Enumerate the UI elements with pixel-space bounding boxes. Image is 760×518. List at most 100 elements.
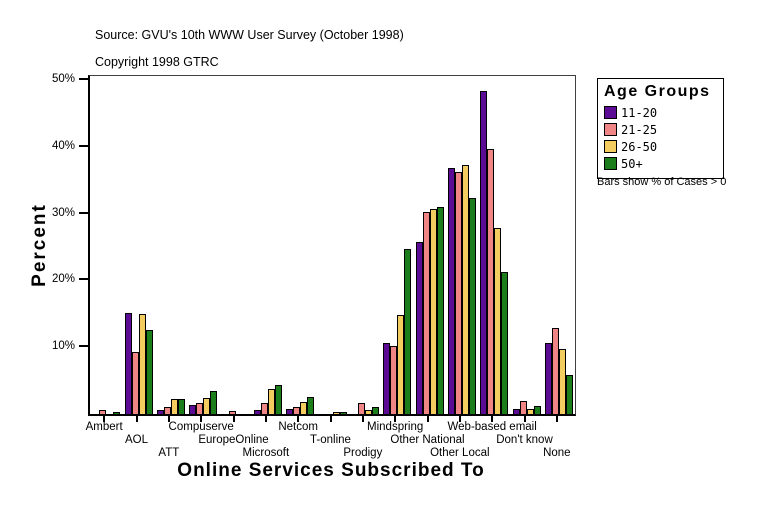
bar-web-based-email-21-25	[487, 149, 495, 414]
bar-other-national-50	[436, 207, 444, 414]
bar-don-t-know-21-25	[519, 401, 527, 414]
bar-mindspring-21-25	[390, 346, 398, 414]
bar-aol-11-20	[124, 313, 132, 414]
x-axis-label-mindspring: Mindspring	[367, 421, 424, 433]
legend-item-21-25: 21-25	[604, 121, 717, 138]
bar-t-online-50	[339, 412, 347, 414]
bar-prodigy-50	[371, 407, 379, 414]
bar-att-21-25	[163, 407, 171, 414]
bar-mindspring-11-20	[383, 343, 391, 414]
y-axis-title: Percent	[29, 203, 50, 287]
bar-compuserve-21-25	[196, 403, 204, 414]
x-axis-tick-netcom	[297, 415, 300, 422]
legend-item-26-50: 26-50	[604, 138, 717, 155]
x-axis-label-other-local: Other Local	[430, 447, 490, 459]
bar-ambert-50	[113, 412, 121, 414]
y-axis-tick-40	[79, 144, 88, 147]
legend-item-50: 50+	[604, 155, 717, 172]
x-axis-label-web-based-email: Web-based email	[447, 421, 537, 433]
legend-swatch-11-20	[604, 106, 617, 119]
y-axis-tick-label-40: 40%	[51, 139, 75, 152]
legend-box: Age Groups 11-20 21-25 26-50 50+	[597, 78, 724, 179]
x-axis-label-t-online: T-online	[310, 434, 351, 446]
bar-compuserve-11-20	[189, 405, 197, 414]
x-axis-tick-other-national	[426, 415, 429, 422]
x-axis-label-prodigy: Prodigy	[343, 447, 383, 459]
y-axis-tick-50	[79, 78, 88, 80]
x-axis-tick-other-local	[458, 415, 461, 422]
x-axis-label-compuserve: Compuserve	[168, 421, 234, 433]
x-axis-label-ambert: Ambert	[85, 421, 123, 433]
x-axis-tick-microsoft	[264, 415, 267, 422]
x-axis-tick-att	[167, 415, 170, 422]
bar-prodigy-21-25	[357, 403, 365, 414]
bar-web-based-email-26-50	[494, 228, 502, 414]
x-axis-tick-none	[555, 415, 558, 422]
bar-none-21-25	[551, 328, 559, 414]
bar-none-11-20	[544, 343, 552, 414]
x-axis-tick-aol	[135, 415, 138, 422]
legend-footnote: Bars show % of Cases > 0	[597, 176, 727, 188]
bar-microsoft-21-25	[260, 403, 268, 414]
bar-aol-21-25	[131, 352, 139, 414]
bar-don-t-know-11-20	[512, 409, 520, 414]
y-axis-tick-20	[79, 278, 88, 281]
bar-t-online-26-50	[332, 412, 340, 414]
y-axis-tick-label-10: 10%	[51, 340, 75, 353]
legend-item-11-20: 11-20	[604, 104, 717, 121]
bar-att-11-20	[156, 410, 164, 414]
bar-web-based-email-50	[501, 272, 509, 414]
bar-don-t-know-50	[533, 406, 541, 414]
source-caption: Source: GVU's 10th WWW User Survey (Octo…	[95, 28, 404, 42]
bar-compuserve-26-50	[203, 398, 211, 414]
x-axis-label-aol: AOL	[124, 434, 149, 446]
bar-other-local-21-25	[454, 172, 462, 414]
bar-netcom-50	[307, 397, 315, 414]
bar-other-local-26-50	[461, 165, 469, 414]
legend-title: Age Groups	[604, 83, 711, 100]
y-axis-tick-label-50: 50%	[51, 73, 75, 85]
y-axis-title-wrap: Percent	[20, 130, 60, 360]
x-axis-tick-don-t-know	[523, 415, 526, 422]
bar-other-national-11-20	[415, 242, 423, 414]
legend-label-11-20: 11-20	[621, 105, 658, 120]
y-axis-tick-30	[79, 211, 88, 214]
x-axis-label-none: None	[543, 447, 571, 459]
legend-label-26-50: 26-50	[621, 139, 658, 154]
bar-web-based-email-11-20	[480, 91, 488, 414]
bar-none-26-50	[558, 349, 566, 414]
x-axis-tick-prodigy	[361, 415, 364, 422]
bar-compuserve-50	[210, 391, 218, 414]
x-axis-tick-ambert	[103, 415, 106, 422]
bar-microsoft-26-50	[267, 389, 275, 414]
bar-aol-26-50	[138, 314, 146, 414]
bar-att-50	[177, 399, 185, 414]
legend-swatch-21-25	[604, 123, 617, 136]
x-axis-label-microsoft: Microsoft	[242, 447, 290, 459]
bar-aol-50	[145, 330, 153, 414]
x-axis-tick-europeonline	[232, 415, 235, 422]
bar-ambert-21-25	[99, 410, 107, 414]
x-axis-tick-t-online	[329, 415, 332, 422]
legend-swatch-50	[604, 157, 617, 170]
x-axis-label-netcom: Netcom	[278, 421, 318, 433]
x-axis-label-don-t-know: Don't know	[496, 434, 553, 446]
bar-microsoft-11-20	[253, 410, 261, 414]
legend-label-50: 50+	[621, 156, 643, 171]
bar-netcom-26-50	[300, 402, 308, 414]
bar-other-national-21-25	[422, 212, 430, 414]
bar-other-national-26-50	[429, 209, 437, 414]
copyright-caption: Copyright 1998 GTRC	[95, 55, 219, 69]
bar-mindspring-50	[404, 249, 412, 414]
y-axis-tick-10	[79, 345, 88, 348]
x-axis-tick-mindspring	[394, 415, 397, 422]
legend-swatch-26-50	[604, 140, 617, 153]
bar-mindspring-26-50	[397, 315, 405, 414]
bar-none-50	[565, 375, 573, 414]
x-axis-tick-web-based-email	[491, 415, 494, 422]
bar-prodigy-26-50	[364, 410, 372, 414]
x-axis-label-other-national: Other National	[390, 434, 465, 446]
legend-label-21-25: 21-25	[621, 122, 658, 137]
x-axis-label-att: ATT	[158, 447, 180, 459]
